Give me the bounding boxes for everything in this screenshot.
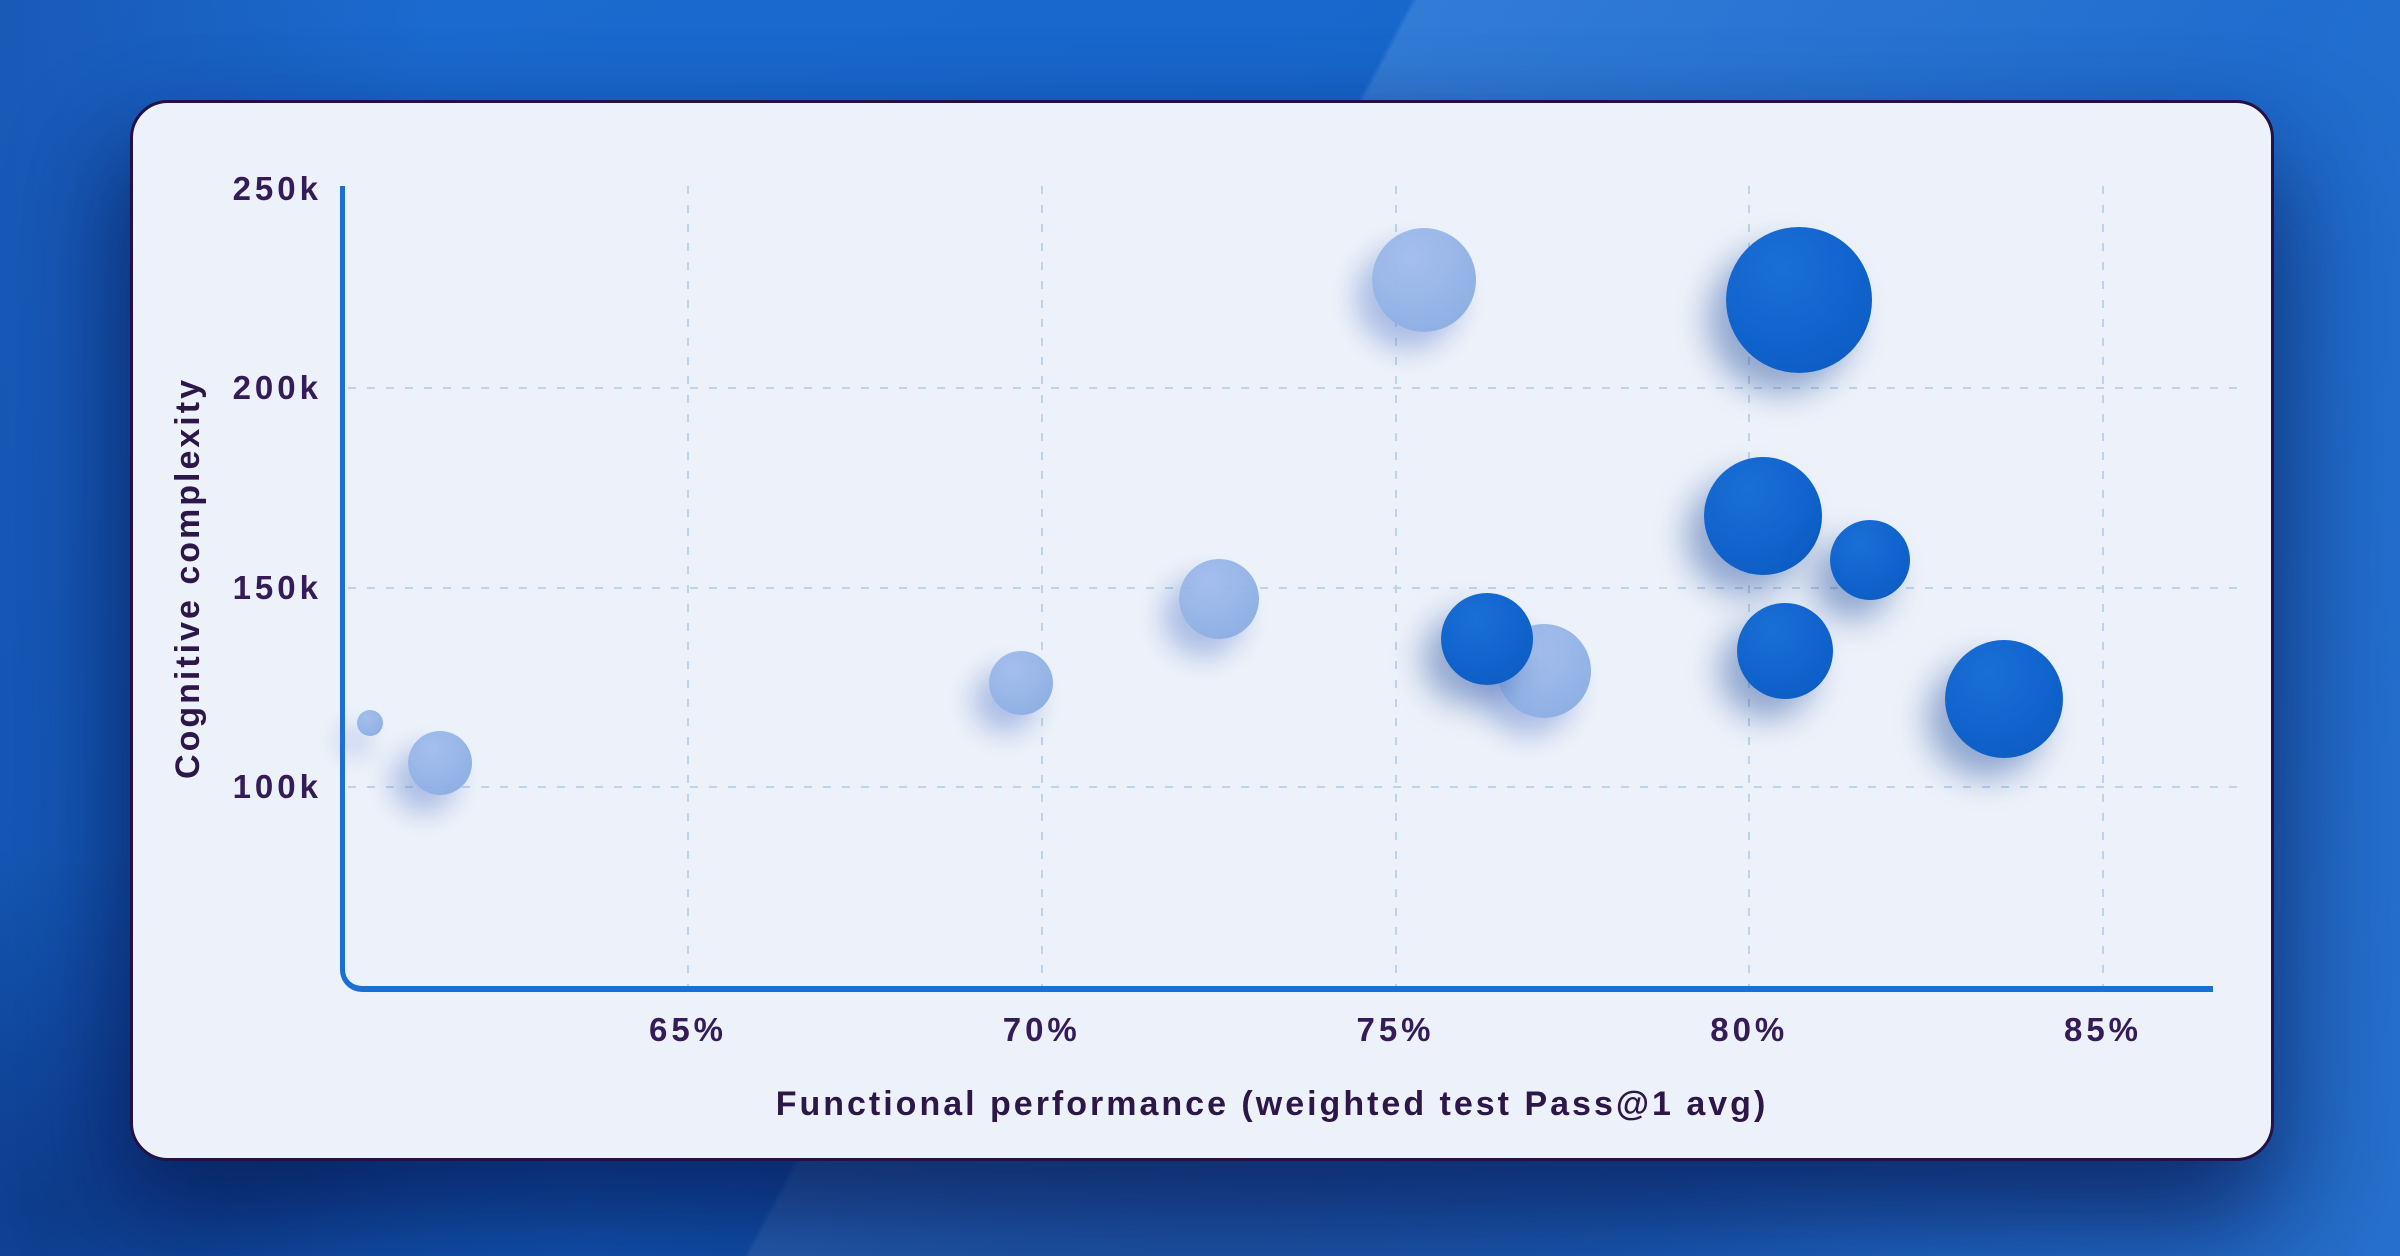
x-tick-label: 80%: [1710, 1011, 1789, 1048]
gridline-horizontal: [348, 786, 2240, 788]
bubble-light: [1371, 228, 1476, 333]
x-axis-title: Functional performance (weighted test Pa…: [775, 1085, 1769, 1123]
bubble-dark: [1725, 227, 1872, 374]
y-tick-label: 150k: [232, 568, 322, 606]
axis-lines: [340, 186, 2213, 992]
x-tick-label: 75%: [1356, 1011, 1435, 1048]
y-tick-label: 100k: [232, 768, 322, 805]
gridline-horizontal: [348, 586, 2240, 589]
x-tick-label: 85%: [2063, 1011, 2143, 1048]
x-tick-label: 65%: [648, 1011, 728, 1048]
bubble-light: [356, 710, 383, 737]
bubble-light: [1178, 559, 1259, 640]
gridline-vertical: [1394, 186, 1397, 986]
gridline-vertical: [2102, 186, 2104, 986]
bubble-light: [988, 651, 1053, 716]
bubble-dark: [1736, 603, 1833, 700]
bubble-dark: [1944, 640, 2063, 759]
bubble-dark: [1704, 456, 1823, 575]
gridline-vertical: [1040, 186, 1043, 986]
x-tick-label: 70%: [1002, 1011, 1081, 1048]
bubble-light: [408, 731, 473, 796]
gridline-horizontal: [348, 387, 2240, 389]
gridline-vertical: [1748, 186, 1751, 986]
y-tick-label: 200k: [232, 369, 322, 406]
bubble-dark: [1441, 593, 1534, 686]
bubble-dark: [1829, 519, 1910, 600]
gridline-vertical: [687, 186, 689, 986]
y-axis-title: Cognitive complexity: [169, 377, 207, 779]
y-tick-label: 250k: [232, 169, 322, 207]
